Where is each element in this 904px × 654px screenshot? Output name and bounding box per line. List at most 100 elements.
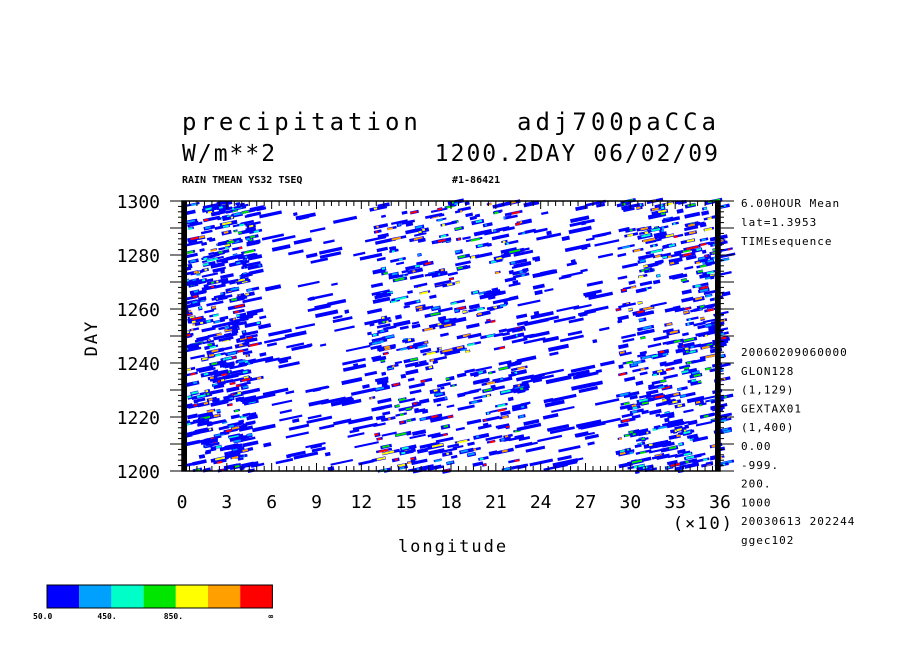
- heatmap-cell: [385, 334, 394, 339]
- heatmap-cell: [701, 210, 710, 216]
- heatmap-cell: [398, 258, 403, 261]
- heatmap-cell: [549, 351, 559, 357]
- heatmap-cell: [242, 370, 248, 374]
- heatmap-cell: [474, 251, 493, 259]
- heatmap-cell: [334, 325, 355, 332]
- heatmap-cell: [660, 379, 667, 383]
- heatmap-cell: [654, 254, 662, 258]
- heatmap-cell: [371, 336, 386, 343]
- heatmap-cell: [449, 277, 454, 281]
- heatmap-cell: [674, 429, 677, 433]
- heatmap-cell: [418, 230, 422, 234]
- heatmap-cell: [203, 257, 208, 261]
- heatmap-cells: [182, 197, 736, 475]
- heatmap-cell: [234, 230, 237, 233]
- heatmap-cell: [705, 461, 714, 466]
- heatmap-cell: [478, 371, 483, 374]
- heatmap-cell: [413, 236, 423, 241]
- heatmap-cell: [241, 377, 251, 382]
- axis-ticks: [170, 200, 734, 472]
- heatmap-cell: [701, 249, 707, 254]
- heatmap-cell: [407, 377, 415, 382]
- heatmap-cell: [638, 398, 648, 403]
- heatmap-cell: [664, 306, 677, 313]
- heatmap-cell: [210, 399, 229, 407]
- heatmap-cell: [199, 321, 204, 325]
- heatmap-cell: [542, 413, 559, 420]
- heatmap-cell: [704, 334, 708, 337]
- side-info-line: (1,129): [741, 384, 794, 397]
- heatmap-cell: [394, 458, 399, 461]
- heatmap-cell: [697, 269, 703, 273]
- heatmap-cell: [419, 347, 432, 354]
- heatmap-cell: [497, 408, 506, 412]
- heatmap-cell: [436, 403, 442, 407]
- heatmap-cell: [202, 202, 220, 209]
- heatmap-cell: [333, 418, 352, 426]
- side-info-line: 20030613 202244: [741, 515, 855, 528]
- heatmap-cell: [722, 428, 729, 432]
- heatmap-cell: [187, 413, 199, 420]
- heatmap-cell: [359, 252, 383, 261]
- heatmap-cell: [505, 214, 518, 220]
- heatmap-cell: [648, 383, 664, 391]
- x-tick-label: 0: [177, 492, 188, 513]
- heatmap-cell: [234, 310, 240, 314]
- heatmap-cell: [238, 246, 243, 250]
- heatmap-cell: [409, 357, 418, 362]
- heatmap-cell: [687, 223, 696, 227]
- heatmap-cell: [567, 369, 590, 378]
- heatmap-cell: [424, 341, 428, 344]
- heatmap-cell: [516, 313, 528, 320]
- heatmap-cell: [193, 399, 199, 404]
- colorbar-label: 850.: [164, 612, 183, 621]
- heatmap-cell: [664, 417, 670, 423]
- heatmap-cell: [643, 262, 659, 269]
- heatmap-cell: [377, 437, 382, 441]
- heatmap-cell: [476, 307, 484, 311]
- heatmap-cell: [413, 402, 418, 405]
- heatmap-cell: [678, 342, 684, 347]
- heatmap-cell: [532, 377, 543, 384]
- heatmap-cell: [414, 407, 419, 412]
- heatmap-cell: [520, 401, 531, 406]
- heatmap-cell: [637, 253, 655, 261]
- heatmap-cell: [419, 398, 430, 405]
- heatmap-cell: [373, 422, 386, 428]
- heatmap-cell: [486, 242, 492, 247]
- heatmap-cell: [197, 296, 207, 302]
- heatmap-cell: [506, 242, 509, 245]
- heatmap-cell: [424, 261, 432, 266]
- heatmap-cell: [207, 343, 213, 347]
- heatmap-cell: [621, 413, 634, 418]
- heatmap-cell: [247, 362, 251, 366]
- heatmap-cell: [248, 412, 257, 417]
- heatmap-cell: [440, 268, 444, 272]
- heatmap-cell: [191, 316, 202, 321]
- heatmap-cell: [516, 422, 542, 432]
- heatmap-cell: [291, 343, 312, 352]
- heatmap-cell: [222, 373, 239, 381]
- heatmap-cell: [446, 461, 454, 465]
- heatmap-cell: [246, 433, 253, 437]
- heatmap-cell: [462, 333, 471, 338]
- heatmap-cell: [584, 433, 599, 440]
- x-tick-label: 18: [440, 492, 462, 513]
- heatmap-cell: [244, 360, 249, 364]
- heatmap-cell: [347, 415, 374, 425]
- heatmap-cell: [210, 248, 217, 252]
- heatmap-cell: [566, 261, 578, 267]
- heatmap-cell: [467, 342, 475, 347]
- heatmap-cell: [500, 410, 511, 416]
- heatmap-cell: [622, 337, 635, 343]
- heatmap-cell: [532, 283, 545, 290]
- heatmap-cell: [206, 257, 218, 262]
- heatmap-cell: [523, 419, 540, 426]
- heatmap-cell: [416, 447, 429, 454]
- heatmap-cell: [548, 343, 569, 352]
- heatmap-cell: [430, 312, 440, 316]
- heatmap-cell: [669, 261, 675, 265]
- heatmap-cell: [288, 423, 310, 431]
- heatmap-cell: [238, 359, 246, 364]
- left-edge-bar: [182, 201, 187, 471]
